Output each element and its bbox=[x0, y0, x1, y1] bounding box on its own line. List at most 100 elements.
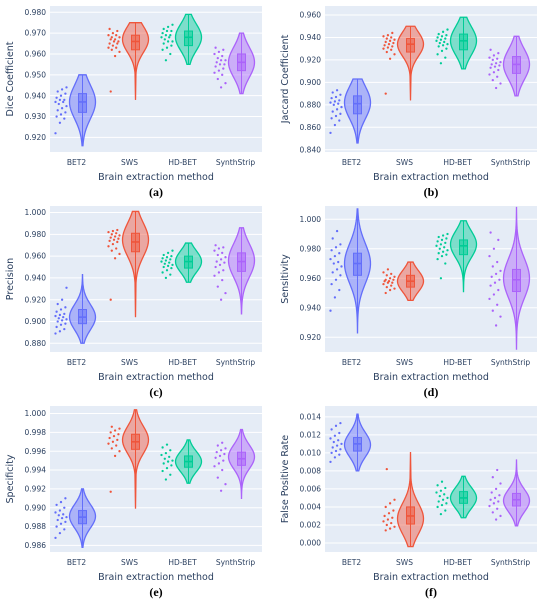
point-sws bbox=[118, 427, 121, 430]
x-tick-label: HD-BET bbox=[443, 358, 472, 367]
point-synthstrip bbox=[218, 263, 222, 266]
point-hd-bet bbox=[445, 237, 448, 240]
point-hd-bet bbox=[445, 47, 448, 50]
point-bet2 bbox=[339, 448, 342, 451]
point-sws bbox=[113, 429, 117, 432]
point-sws bbox=[109, 298, 112, 301]
y-tick-label: 0.988 bbox=[25, 522, 47, 531]
point-bet2 bbox=[335, 229, 339, 233]
point-sws bbox=[388, 288, 392, 292]
point-sws bbox=[116, 228, 119, 232]
point-bet2 bbox=[334, 95, 338, 99]
point-sws bbox=[384, 92, 387, 95]
point-sws bbox=[382, 271, 385, 274]
point-hd-bet bbox=[162, 253, 165, 257]
point-sws bbox=[116, 42, 119, 45]
point-synthstrip bbox=[488, 297, 491, 301]
point-sws bbox=[118, 234, 121, 237]
point-bet2 bbox=[329, 101, 332, 104]
point-hd-bet bbox=[439, 489, 443, 492]
point-synthstrip bbox=[491, 476, 494, 479]
point-hd-bet bbox=[171, 263, 174, 266]
point-hd-bet bbox=[163, 262, 166, 265]
point-bet2 bbox=[339, 421, 342, 425]
point-sws bbox=[384, 40, 387, 44]
point-synthstrip bbox=[222, 48, 225, 51]
point-hd-bet bbox=[170, 44, 173, 47]
point-sws bbox=[108, 27, 111, 31]
y-axis-title: Sensitivity bbox=[280, 254, 291, 304]
point-synthstrip bbox=[221, 73, 224, 76]
y-axis-title: Dice Coefficient bbox=[5, 41, 16, 116]
point-bet2 bbox=[64, 306, 67, 309]
point-bet2 bbox=[334, 246, 338, 249]
point-sws bbox=[392, 278, 395, 281]
point-hd-bet bbox=[166, 460, 170, 463]
point-hd-bet bbox=[168, 36, 171, 39]
series-bet2 bbox=[54, 488, 97, 548]
point-sws bbox=[388, 39, 392, 42]
y-tick-label: 0.006 bbox=[300, 485, 322, 494]
point-synthstrip bbox=[221, 278, 224, 282]
point-sws bbox=[109, 90, 112, 93]
point-hd-bet bbox=[436, 505, 439, 509]
point-bet2 bbox=[57, 102, 60, 106]
series-sws bbox=[382, 261, 425, 302]
panel-label: (c) bbox=[149, 385, 162, 399]
point-synthstrip bbox=[489, 284, 492, 287]
point-synthstrip bbox=[219, 59, 223, 62]
point-bet2 bbox=[338, 431, 341, 435]
point-bet2 bbox=[330, 428, 333, 431]
point-synthstrip bbox=[494, 487, 498, 491]
point-bet2 bbox=[330, 96, 333, 100]
y-axis-title: False Positive Rate bbox=[280, 435, 291, 523]
point-bet2 bbox=[58, 313, 62, 317]
point-synthstrip bbox=[494, 86, 498, 90]
point-sws bbox=[384, 278, 387, 281]
point-sws bbox=[118, 450, 121, 453]
y-tick-label: 0.000 bbox=[300, 539, 322, 548]
point-bet2 bbox=[333, 123, 337, 127]
point-bet2 bbox=[62, 513, 65, 516]
x-axis-title: Brain extraction method bbox=[98, 572, 214, 583]
point-hd-bet bbox=[171, 40, 174, 43]
point-hd-bet bbox=[440, 49, 444, 53]
x-tick-label: SynthStrip bbox=[491, 158, 531, 167]
point-synthstrip bbox=[222, 246, 225, 249]
y-tick-label: 0.960 bbox=[300, 11, 322, 20]
point-synthstrip bbox=[497, 52, 500, 55]
point-synthstrip bbox=[222, 459, 225, 462]
point-hd-bet bbox=[435, 491, 438, 494]
plot-area bbox=[50, 406, 262, 552]
x-tick-label: BET2 bbox=[342, 158, 361, 167]
point-bet2 bbox=[333, 456, 337, 459]
point-hd-bet bbox=[439, 243, 443, 246]
point-bet2 bbox=[59, 500, 63, 504]
point-sws bbox=[107, 46, 110, 49]
iqr-box-bet2 bbox=[78, 93, 87, 113]
point-hd-bet bbox=[436, 484, 439, 487]
point-synthstrip bbox=[488, 504, 491, 508]
point-synthstrip bbox=[489, 231, 492, 234]
point-synthstrip bbox=[214, 46, 217, 49]
x-axis-title: Brain extraction method bbox=[373, 372, 489, 383]
point-synthstrip bbox=[223, 261, 226, 264]
point-bet2 bbox=[340, 265, 343, 268]
point-bet2 bbox=[338, 453, 341, 456]
point-hd-bet bbox=[162, 42, 165, 45]
point-hd-bet bbox=[164, 276, 168, 280]
point-bet2 bbox=[64, 111, 67, 114]
point-bet2 bbox=[56, 302, 59, 306]
point-bet2 bbox=[65, 86, 68, 89]
point-hd-bet bbox=[446, 232, 449, 236]
y-tick-label: 1.000 bbox=[300, 215, 322, 224]
y-tick-label: 0.002 bbox=[300, 521, 322, 530]
point-hd-bet bbox=[438, 247, 441, 250]
point-sws bbox=[392, 41, 395, 45]
point-bet2 bbox=[59, 94, 63, 97]
point-hd-bet bbox=[445, 502, 448, 505]
point-hd-bet bbox=[440, 254, 444, 258]
point-synthstrip bbox=[219, 298, 223, 301]
point-hd-bet bbox=[440, 480, 444, 483]
point-synthstrip bbox=[219, 258, 223, 261]
